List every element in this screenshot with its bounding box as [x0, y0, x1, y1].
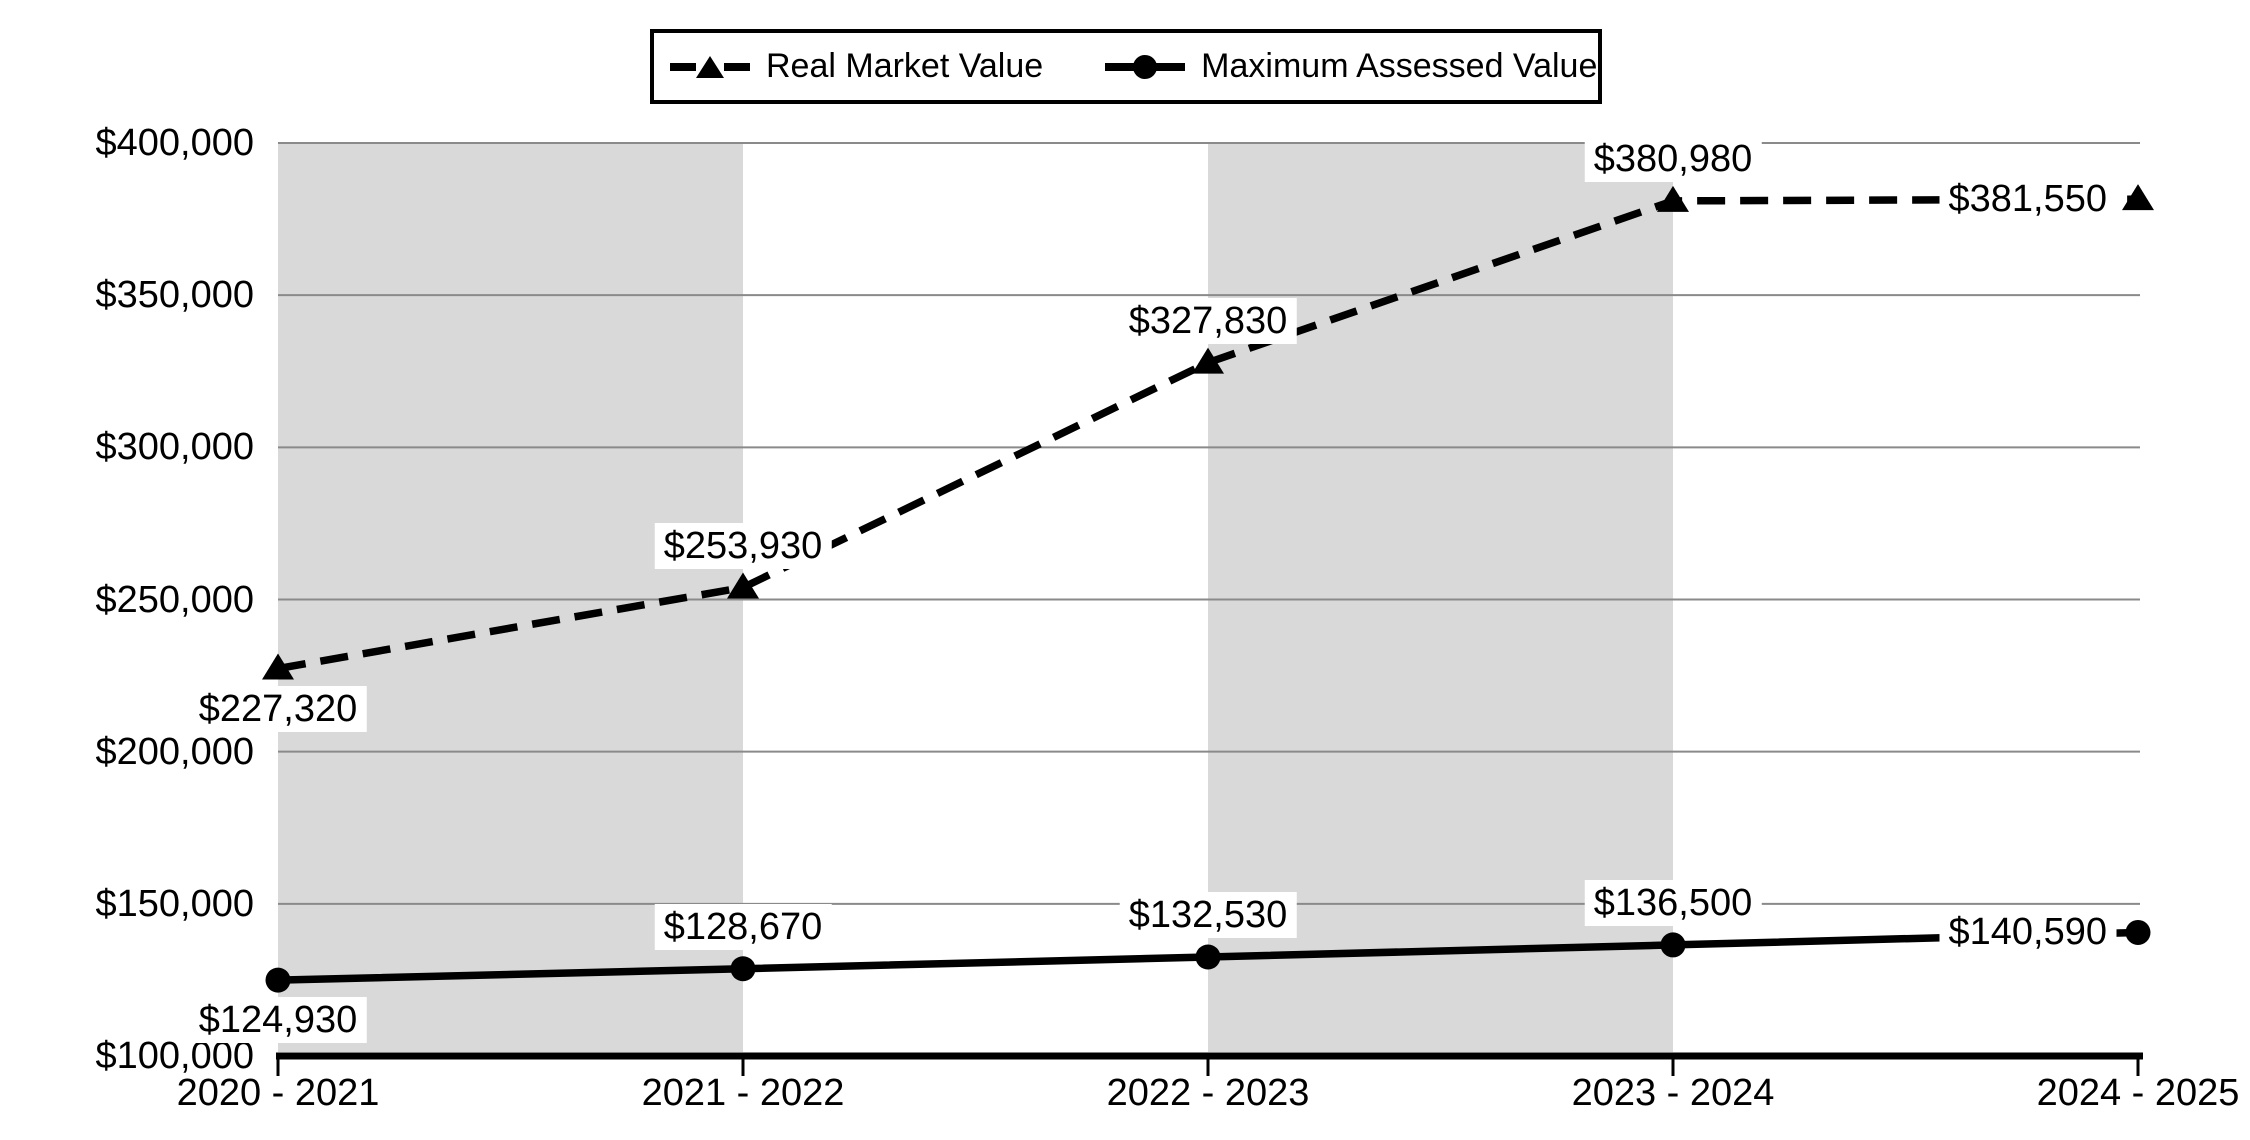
- x-axis-label: 2021 - 2022: [641, 1072, 845, 1114]
- data-label-maximum-assessed-value: $124,930: [189, 997, 367, 1044]
- data-label-real-market-value: $227,320: [189, 685, 367, 732]
- solid-line-circle-icon: [1105, 54, 1186, 79]
- y-axis-label: $300,000: [95, 426, 255, 469]
- y-axis-label: $350,000: [95, 274, 255, 317]
- legend-item-real-market-value: Real Market Value: [670, 47, 1043, 86]
- y-axis-label: $200,000: [95, 730, 255, 773]
- marker-triangle-real-market-value: [2122, 184, 2154, 211]
- x-axis-label: 2023 - 2024: [1571, 1072, 1775, 1114]
- x-axis-label: 2024 - 2025: [2036, 1072, 2240, 1114]
- marker-circle-maximum-assessed-value: [730, 956, 756, 982]
- marker-circle-maximum-assessed-value: [2125, 919, 2151, 945]
- marker-triangle-real-market-value: [1192, 347, 1224, 374]
- marker-triangle-real-market-value: [727, 572, 759, 599]
- y-axis-label: $250,000: [95, 578, 255, 621]
- data-label-real-market-value: $381,550: [1939, 176, 2116, 223]
- data-label-maximum-assessed-value: $136,500: [1584, 879, 1762, 926]
- legend-label: Maximum Assessed Value: [1201, 47, 1598, 85]
- data-label-maximum-assessed-value: $140,590: [1939, 909, 2116, 956]
- dashed-line-triangle-icon: [670, 55, 750, 78]
- y-axis-label: $400,000: [95, 122, 255, 164]
- marker-triangle-real-market-value: [262, 653, 294, 680]
- legend-label: Real Market Value: [766, 47, 1044, 85]
- legend: Real Market Value Maximum Assessed Value: [650, 29, 1602, 104]
- marker-circle-maximum-assessed-value: [1195, 944, 1221, 970]
- legend-item-maximum-assessed-value: Maximum Assessed Value: [1105, 47, 1597, 86]
- x-axis-label: 2020 - 2021: [176, 1072, 380, 1114]
- marker-triangle-real-market-value: [1657, 185, 1689, 212]
- data-label-maximum-assessed-value: $128,670: [654, 903, 832, 950]
- series-line-real-market-value: [277, 195, 2139, 673]
- data-label-maximum-assessed-value: $132,530: [1119, 892, 1297, 938]
- y-axis-label: $150,000: [95, 882, 255, 925]
- data-label-real-market-value: $380,980: [1584, 135, 1762, 182]
- data-label-real-market-value: $327,830: [1119, 297, 1297, 344]
- data-label-real-market-value: $253,930: [654, 522, 832, 569]
- marker-circle-maximum-assessed-value: [265, 967, 291, 993]
- marker-circle-maximum-assessed-value: [1660, 932, 1686, 958]
- x-axis-label: 2022 - 2023: [1106, 1072, 1310, 1114]
